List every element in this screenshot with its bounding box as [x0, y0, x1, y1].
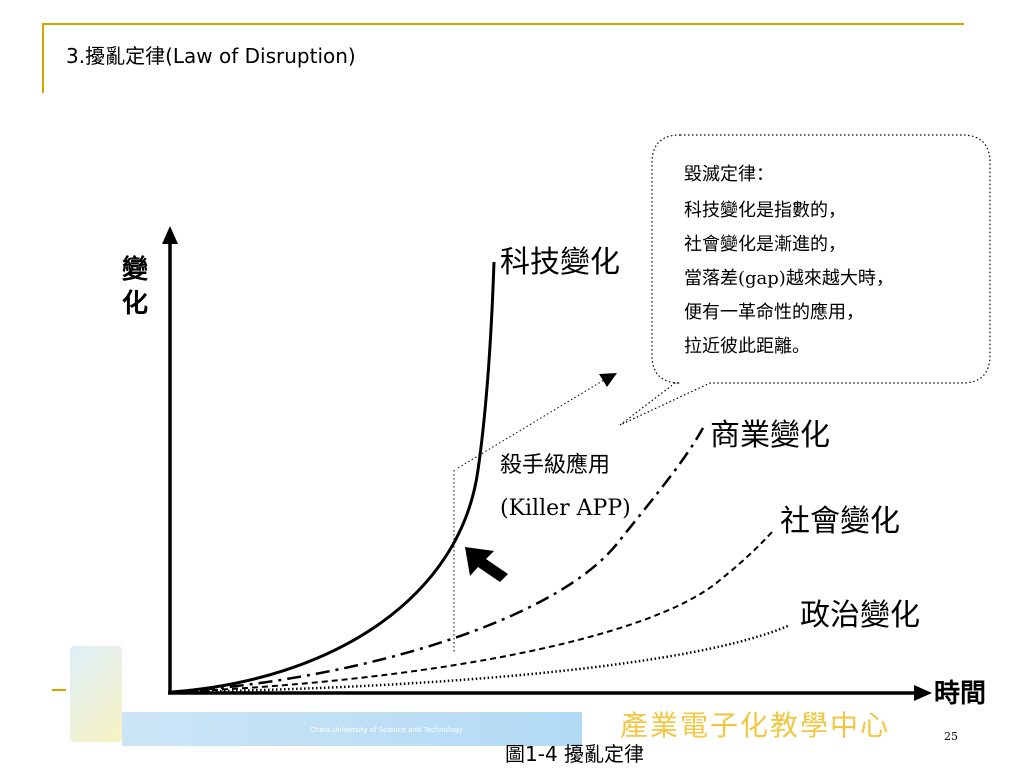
y-axis-arrowhead	[162, 226, 178, 244]
callout-line-2: 科技變化是指數的，	[684, 200, 846, 221]
callout-line-6: 拉近彼此距離。	[684, 336, 810, 357]
political-change-label: 政治變化	[800, 598, 920, 633]
page-number: 25	[944, 730, 958, 743]
callout-line-1: 毀滅定律：	[684, 164, 774, 185]
callout-bubble	[619, 134, 991, 426]
x-axis-label: 時間	[934, 679, 986, 709]
footer-banner	[122, 712, 582, 746]
callout-line-3: 社會變化是漸進的，	[684, 234, 846, 255]
slide-title: 3.擾亂定律(Law of Disruption)	[66, 44, 356, 68]
footer-dash	[52, 689, 66, 691]
killer-app-dotted-arrow	[457, 379, 605, 469]
killer-app-cn: 殺手級應用	[500, 452, 610, 478]
callout-line-5: 便有一革命性的應用，	[684, 302, 864, 323]
footer-institution-en: China University of Science and Technolo…	[310, 726, 463, 734]
tech-change-curve	[171, 261, 496, 694]
dotted-arrow-head	[599, 373, 617, 387]
business-change-label: 商業變化	[710, 418, 830, 453]
y-axis-label-1: 變	[122, 254, 149, 285]
footer-institution-cn: 產業電子化教學中心	[620, 709, 891, 742]
figure-caption: 圖1-4 擾亂定律	[505, 742, 645, 766]
killer-app-en: (Killer APP)	[500, 496, 631, 521]
social-change-curve	[171, 531, 773, 693]
killer-app-bold-arrow	[465, 547, 508, 582]
title-top-rule	[42, 23, 964, 25]
callout-line-4: 當落差(gap)越來越大時，	[684, 268, 894, 289]
footer-logo	[70, 646, 122, 742]
y-axis-label-2: 化	[122, 289, 148, 319]
tech-change-label: 科技變化	[500, 245, 620, 280]
political-change-curve	[171, 623, 791, 694]
social-change-label: 社會變化	[780, 504, 900, 539]
x-axis-arrowhead	[914, 685, 932, 701]
title-left-rule	[42, 23, 44, 93]
business-change-curve	[171, 427, 705, 694]
